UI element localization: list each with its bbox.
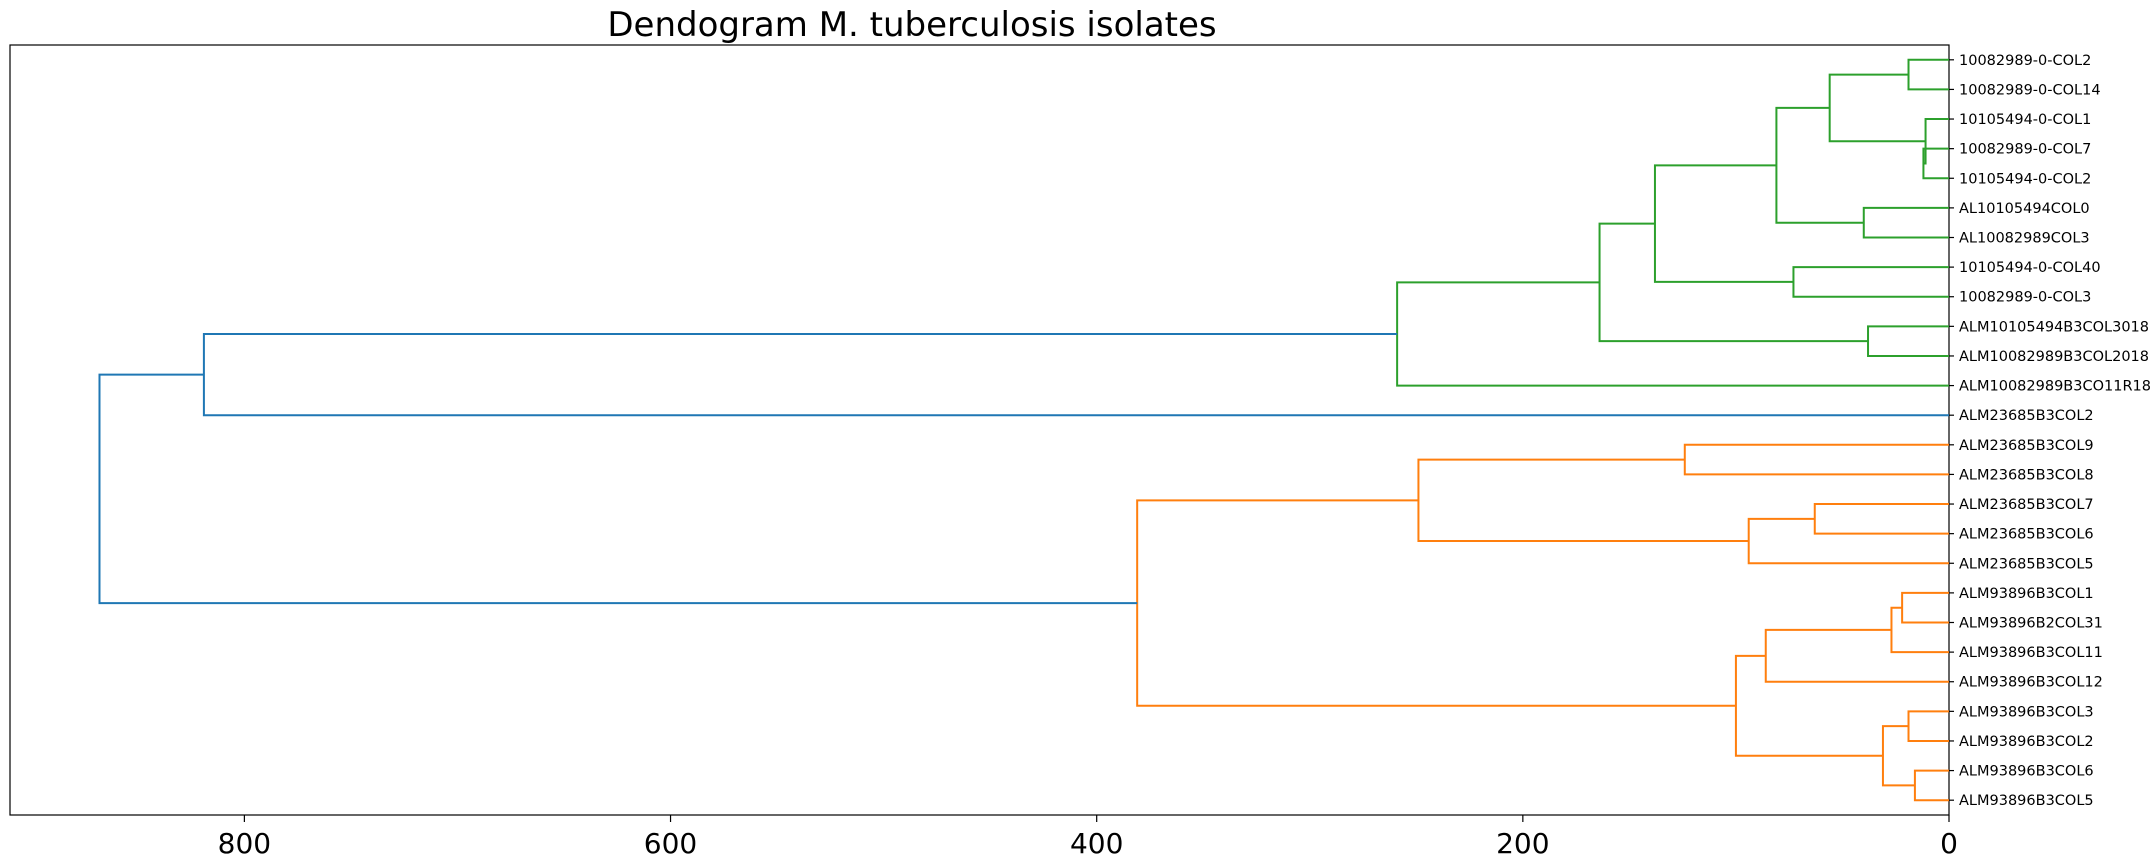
leaf-label: 10082989-0-COL7 — [1959, 142, 2091, 158]
leaf-label: ALM93896B3COL2 — [1959, 734, 2094, 750]
leaf-label: ALM23685B3COL6 — [1959, 527, 2094, 543]
x-axis: 800 600 400 200 0 — [218, 815, 1958, 860]
leaf-label: 10105494-0-COL2 — [1959, 171, 2091, 187]
leaf-label: ALM93896B3COL6 — [1959, 764, 2094, 780]
dendrogram-branch-1 — [1922, 147, 1949, 180]
dendrogram-branch-15 — [1417, 458, 1749, 543]
leaf-label: ALM93896B3COL11 — [1959, 645, 2103, 661]
dendrogram-branch-6 — [1792, 266, 1949, 298]
dendrogram-branch-7 — [1653, 164, 1794, 283]
leaf-label: ALM23685B3COL2 — [1959, 408, 2094, 424]
leaf-label: AL10105494COL0 — [1959, 201, 2090, 217]
x-tick-label: 800 — [218, 827, 271, 860]
dendrogram-branch-21 — [1881, 725, 1915, 787]
dendrogram-branch-24 — [98, 373, 1138, 605]
dendrogram-branch-5 — [1775, 106, 1864, 224]
leaf-label: AL10082989COL3 — [1959, 231, 2090, 247]
leaf-label: 10082989-0-COL2 — [1959, 53, 2091, 69]
dendrogram-branch-20 — [1913, 769, 1949, 802]
x-tick-label: 400 — [1070, 827, 1123, 860]
x-tick-label: 600 — [644, 827, 697, 860]
leaf-label: 10105494-0-COL1 — [1959, 112, 2091, 128]
leaf-label: 10105494-0-COL40 — [1959, 260, 2101, 276]
leaf-label: ALM23685B3COL8 — [1959, 467, 2094, 483]
leaf-label: ALM23685B3COL5 — [1959, 556, 2094, 572]
leaf-label: ALM93896B3COL5 — [1959, 793, 2094, 809]
dendrogram-branch-4 — [1862, 206, 1949, 239]
leaf-label: ALM93896B3COL12 — [1959, 675, 2103, 691]
leaf-label: ALM10082989B3COL2018 — [1959, 349, 2149, 365]
dendrogram-branch-14 — [1747, 517, 1949, 565]
dendrogram-branch-19 — [1907, 710, 1949, 742]
dendrogram-branch-23 — [1136, 499, 1736, 707]
dendrogram-branch-0 — [1907, 58, 1949, 91]
x-tick-label: 200 — [1496, 827, 1549, 860]
dendrogram-branch-12 — [1683, 443, 1949, 476]
dendrogram-branch-22 — [1734, 654, 1883, 757]
leaf-label: ALM10105494B3COL3018 — [1959, 319, 2149, 335]
leaf-label: ALM93896B3COL1 — [1959, 586, 2094, 602]
leaf-label: 10082989-0-COL3 — [1959, 290, 2091, 306]
plot-frame — [9, 44, 1950, 816]
leaf-label: ALM23685B3COL7 — [1959, 497, 2094, 513]
dendrogram-branch-13 — [1813, 503, 1949, 535]
dendrogram-branch-2 — [1923, 118, 1949, 165]
branch-layer — [98, 58, 1949, 802]
dendrogram-branch-10 — [1396, 281, 1949, 387]
dendrogram-branch-16 — [1901, 591, 1949, 624]
x-tick-label: 0 — [1940, 827, 1958, 860]
leaf-label: ALM23685B3COL9 — [1959, 438, 2094, 454]
chart-title: Dendogram M. tuberculosis isolates — [607, 5, 1216, 45]
dendrogram-branch-18 — [1764, 628, 1949, 683]
leaf-label-layer: 10082989-0-COL2 10082989-0-COL14 10105494-… — [1949, 53, 2151, 809]
dendrogram-branch-3 — [1828, 73, 1926, 143]
leaf-label: ALM10082989B3CO11R18 — [1959, 379, 2151, 395]
leaf-label: ALM93896B3COL3 — [1959, 704, 2094, 720]
dendrogram-branch-8 — [1867, 325, 1949, 357]
dendrogram-branch-17 — [1890, 606, 1949, 654]
leaf-label: ALM93896B2COL31 — [1959, 616, 2103, 632]
leaf-label: 10082989-0-COL14 — [1959, 82, 2101, 98]
dendrogram-branch-11 — [202, 332, 1949, 417]
